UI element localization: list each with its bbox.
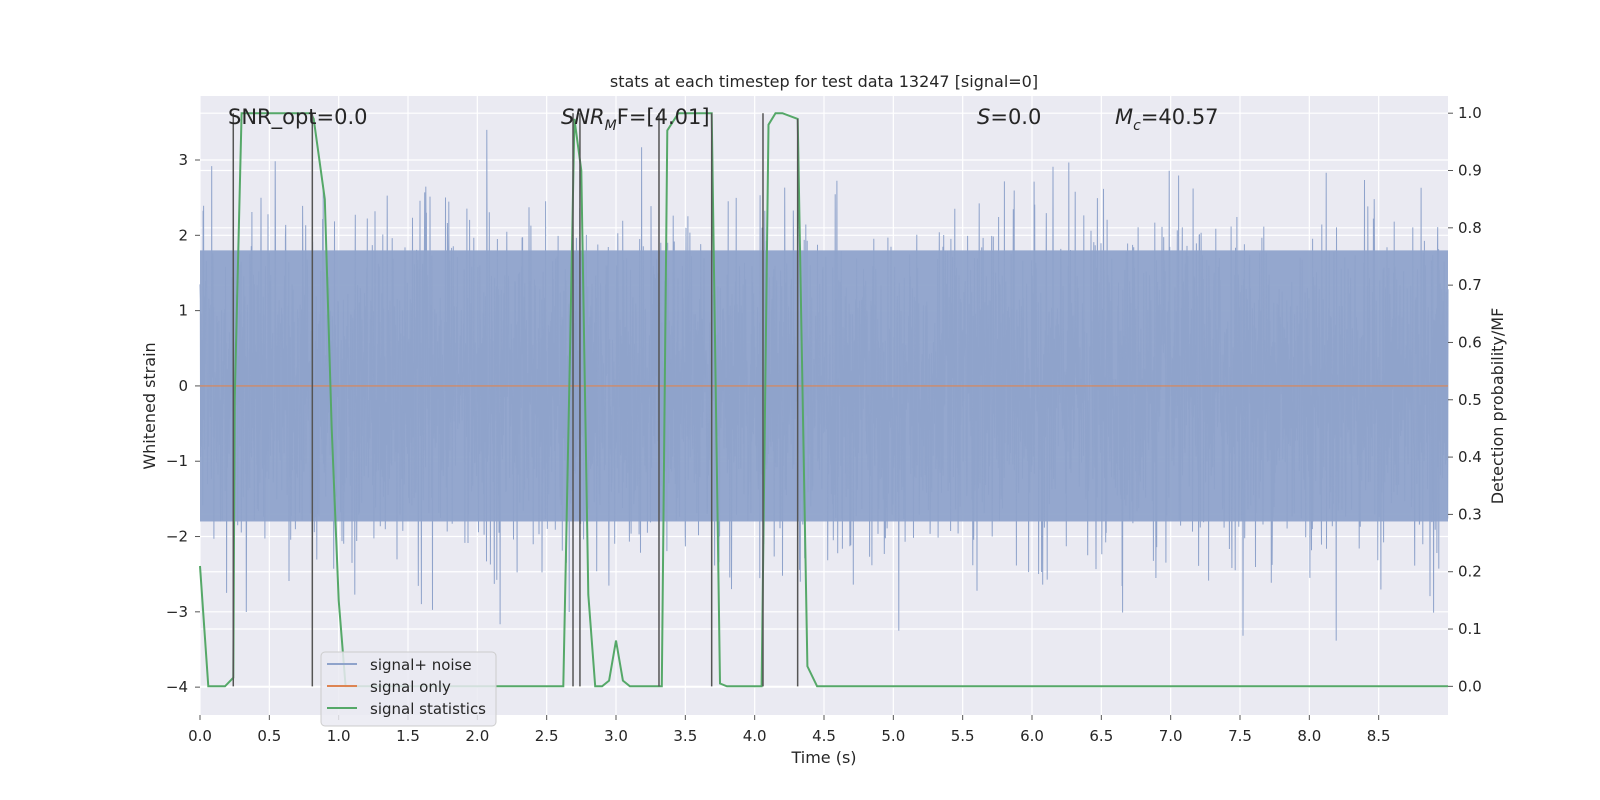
y-right-tick-label: 0.5 [1458, 391, 1482, 409]
x-tick-label: 8.5 [1367, 727, 1391, 745]
x-tick-label: 8.0 [1297, 727, 1321, 745]
series-signal-noise [199, 129, 1449, 641]
y-left-tick-label: −2 [166, 528, 188, 546]
y-right-tick-label: 0.9 [1458, 162, 1482, 180]
y-right-tick-label: 0.4 [1458, 448, 1482, 466]
y-right-tick-label: 0.0 [1458, 677, 1482, 695]
legend-label-noise: signal+ noise [370, 656, 472, 674]
x-tick-label: 1.0 [327, 727, 351, 745]
legend-label-signal-only: signal only [370, 678, 451, 696]
legend: signal+ noise signal only signal statist… [320, 651, 497, 727]
detection-markers [232, 113, 799, 687]
y-left-tick-label: 1 [178, 302, 188, 320]
x-tick-label: 1.5 [396, 727, 420, 745]
y-right-tick-label: 0.8 [1458, 219, 1482, 237]
annotation-mc-rest: =40.57 [1141, 105, 1219, 129]
x-tick-label: 7.0 [1159, 727, 1183, 745]
y-right-tick-label: 0.6 [1458, 333, 1482, 351]
series-lines [199, 112, 1448, 688]
x-tick-label: 4.0 [743, 727, 767, 745]
annotation-snr-mf-main: SNR [561, 105, 605, 129]
x-axis-ticks: 0.0 0.5 1.0 1.5 2.0 2.5 3.0 3.5 4.0 4.5 5.0 5.5 6.0 6… [188, 715, 1391, 745]
annotation-s: S=0.0 [977, 105, 1041, 129]
y-axis-left-label: Whitened strain [140, 342, 159, 469]
y-right-tick-label: 0.7 [1458, 276, 1482, 294]
annotation-mc-main: M [1115, 105, 1133, 129]
y-axis-right-label: Detection probability/MF [1488, 308, 1507, 505]
x-axis-label: Time (s) [790, 748, 856, 767]
y-right-tick-label: 0.2 [1458, 563, 1482, 581]
x-tick-label: 2.5 [535, 727, 559, 745]
y-right-tick-label: 1.0 [1458, 104, 1482, 122]
annotation-mc: Mc=40.57 [1115, 105, 1219, 134]
y-right-tick-label: 0.1 [1458, 620, 1482, 638]
x-tick-label: 4.5 [812, 727, 836, 745]
x-tick-label: 6.0 [1020, 727, 1044, 745]
x-tick-label: 3.5 [673, 727, 697, 745]
x-tick-label: 5.0 [881, 727, 905, 745]
series-signal-statistics [199, 112, 1448, 688]
x-tick-label: 0.0 [188, 727, 212, 745]
annotation-snr-mf-sub: M [605, 118, 617, 134]
annotation-snr-mf: SNRMF=[4.01] [561, 105, 710, 134]
x-tick-label: 0.5 [257, 727, 281, 745]
x-tick-label: 5.5 [951, 727, 975, 745]
legend-frame [320, 651, 497, 727]
y-left-tick-label: −1 [166, 452, 188, 470]
y-right-tick-label: 0.3 [1458, 505, 1482, 523]
annotation-snr-mf-rest: F=[4.01] [617, 105, 710, 129]
x-tick-label: 7.5 [1228, 727, 1252, 745]
chart-title: stats at each timestep for test data 132… [610, 72, 1038, 91]
y-left-tick-label: −4 [166, 678, 188, 696]
y-left-tick-label: 0 [178, 377, 188, 395]
x-tick-label: 6.5 [1089, 727, 1113, 745]
y-axis-right-ticks: 0.0 0.1 0.2 0.3 0.4 0.5 0.6 0.7 0.8 0.9 1.0 [1448, 104, 1482, 695]
y-left-tick-label: −3 [166, 603, 188, 621]
y-left-tick-label: 2 [178, 226, 188, 244]
x-tick-label: 3.0 [604, 727, 628, 745]
annotation-mc-sub: c [1133, 118, 1141, 134]
x-tick-label: 2.0 [465, 727, 489, 745]
y-left-tick-label: 3 [178, 151, 188, 169]
y-axis-left-ticks: −4 −3 −2 −1 0 1 2 3 [166, 151, 200, 696]
legend-label-statistics: signal statistics [370, 700, 486, 718]
annotation-s-rest: =0.0 [990, 105, 1041, 129]
annotation-snr-opt: SNR_opt=0.0 [228, 105, 368, 130]
annotation-s-main: S [977, 105, 990, 129]
